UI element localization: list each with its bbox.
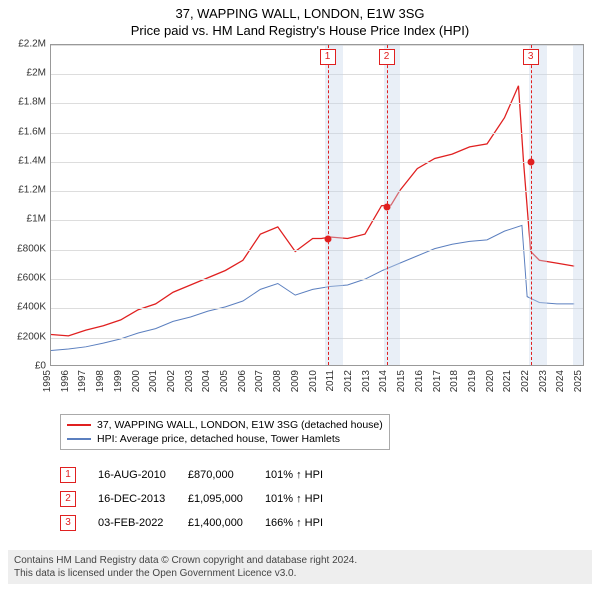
y-tick-label: £1.2M (18, 185, 46, 196)
x-tick-label: 2011 (325, 370, 341, 392)
y-tick-label: £1.8M (18, 97, 46, 108)
x-tick-label: 2014 (378, 370, 394, 392)
y-tick-label: £1.4M (18, 155, 46, 166)
event-price: £1,095,000 (178, 488, 253, 510)
x-tick-label: 2005 (219, 370, 235, 392)
events-table: 1 16-AUG-2010£870,000101% ↑ HPI 2 16-DEC-20… (48, 462, 335, 536)
x-tick-label: 2010 (308, 370, 324, 392)
footer-line-2: This data is licensed under the Open Gov… (14, 567, 586, 580)
event-row: 1 16-AUG-2010£870,000101% ↑ HPI (50, 464, 333, 486)
y-tick-label: £2M (27, 68, 46, 79)
legend-item: 37, WAPPING WALL, LONDON, E1W 3SG (detac… (67, 418, 383, 432)
x-tick-label: 2009 (290, 370, 306, 392)
x-tick-label: 2013 (361, 370, 377, 392)
x-tick-label: 2008 (272, 370, 288, 392)
x-tick-label: 2022 (520, 370, 536, 392)
event-price: £1,400,000 (178, 512, 253, 534)
legend-swatch (67, 424, 91, 426)
event-row-number: 2 (60, 491, 76, 507)
x-tick-label: 2015 (396, 370, 412, 392)
x-tick-label: 2018 (449, 370, 465, 392)
x-tick-label: 2021 (502, 370, 518, 392)
gridline (51, 338, 583, 339)
x-tick-label: 1996 (60, 370, 76, 392)
x-tick-label: 2016 (414, 370, 430, 392)
legend-label: HPI: Average price, detached house, Towe… (97, 433, 340, 445)
x-tick-label: 1995 (42, 370, 58, 392)
x-tick-label: 1998 (95, 370, 111, 392)
x-tick-label: 2023 (538, 370, 554, 392)
gridline (51, 279, 583, 280)
event-line (328, 45, 329, 365)
event-row-number: 3 (60, 515, 76, 531)
event-row: 3 03-FEB-2022£1,400,000166% ↑ HPI (50, 512, 333, 534)
event-date: 16-AUG-2010 (88, 464, 176, 486)
event-line (531, 45, 532, 365)
highlight-band (573, 45, 584, 365)
gridline (51, 162, 583, 163)
plot-area: £0£200K£400K£600K£800K£1M£1.2M£1.4M£1.6M… (50, 44, 584, 384)
y-tick-label: £200K (17, 331, 46, 342)
x-tick-label: 1999 (113, 370, 129, 392)
x-tick-label: 2020 (485, 370, 501, 392)
y-tick-label: £1.6M (18, 126, 46, 137)
chart-title: 37, WAPPING WALL, LONDON, E1W 3SG (8, 6, 592, 23)
event-pct: 101% ↑ HPI (255, 464, 333, 486)
x-tick-label: 2017 (432, 370, 448, 392)
y-tick-label: £800K (17, 243, 46, 254)
event-number-box: 1 (320, 49, 336, 65)
chart-subtitle: Price paid vs. HM Land Registry's House … (8, 23, 592, 40)
x-tick-label: 2025 (573, 370, 589, 392)
y-axis-labels: £0£200K£400K£600K£800K£1M£1.2M£1.4M£1.6M… (8, 44, 48, 366)
chart-container: 37, WAPPING WALL, LONDON, E1W 3SG Price … (0, 0, 600, 546)
x-tick-label: 2001 (148, 370, 164, 392)
gridline (51, 220, 583, 221)
event-date: 16-DEC-2013 (88, 488, 176, 510)
event-date: 03-FEB-2022 (88, 512, 176, 534)
gridline (51, 250, 583, 251)
footer-line-1: Contains HM Land Registry data © Crown c… (14, 554, 586, 567)
gridline (51, 103, 583, 104)
gridline (51, 133, 583, 134)
gridline (51, 74, 583, 75)
line-series-svg (51, 45, 583, 365)
event-marker (383, 203, 390, 210)
event-row: 2 16-DEC-2013£1,095,000101% ↑ HPI (50, 488, 333, 510)
y-tick-label: £600K (17, 272, 46, 283)
gridline (51, 191, 583, 192)
event-marker (527, 158, 534, 165)
y-tick-label: £2.2M (18, 38, 46, 49)
y-tick-label: £1M (27, 214, 46, 225)
event-pct: 166% ↑ HPI (255, 512, 333, 534)
license-footer: Contains HM Land Registry data © Crown c… (8, 550, 592, 584)
legend-swatch (67, 438, 91, 440)
x-tick-label: 2024 (555, 370, 571, 392)
legend-label: 37, WAPPING WALL, LONDON, E1W 3SG (detac… (97, 419, 383, 431)
legend-item: HPI: Average price, detached house, Towe… (67, 432, 383, 446)
event-row-number: 1 (60, 467, 76, 483)
x-tick-label: 2007 (254, 370, 270, 392)
highlight-band (529, 45, 547, 365)
x-tick-label: 2004 (201, 370, 217, 392)
x-tick-label: 2003 (184, 370, 200, 392)
event-number-box: 3 (523, 49, 539, 65)
plot-region: 1 2 3 (50, 44, 584, 366)
event-price: £870,000 (178, 464, 253, 486)
x-tick-label: 2019 (467, 370, 483, 392)
series-line (51, 86, 574, 336)
x-tick-label: 2006 (237, 370, 253, 392)
series-line (51, 225, 574, 350)
legend: 37, WAPPING WALL, LONDON, E1W 3SG (detac… (60, 414, 390, 450)
x-tick-label: 1997 (77, 370, 93, 392)
x-tick-label: 2002 (166, 370, 182, 392)
y-tick-label: £400K (17, 302, 46, 313)
gridline (51, 308, 583, 309)
gridline (51, 45, 583, 46)
event-number-box: 2 (379, 49, 395, 65)
event-pct: 101% ↑ HPI (255, 488, 333, 510)
x-tick-label: 2000 (131, 370, 147, 392)
x-tick-label: 2012 (343, 370, 359, 392)
event-marker (324, 236, 331, 243)
